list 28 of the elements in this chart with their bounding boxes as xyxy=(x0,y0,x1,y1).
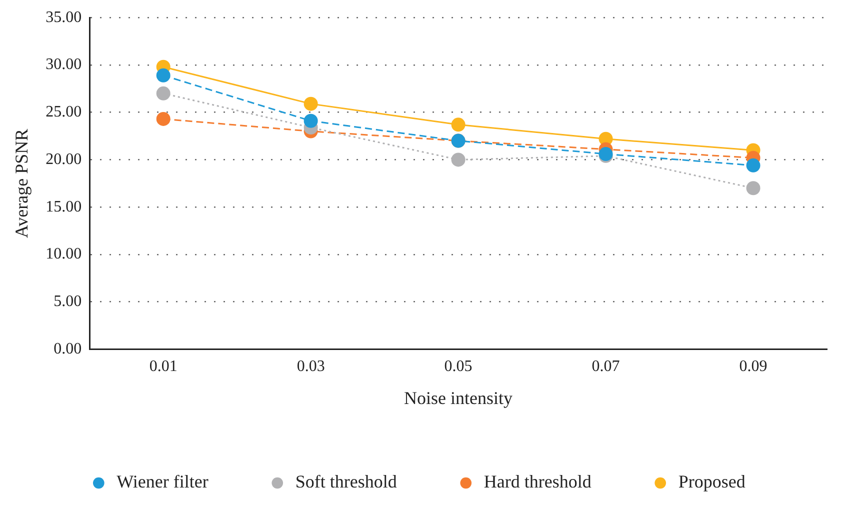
x-tick-label: 0.07 xyxy=(592,358,620,376)
x-tick-label: 0.09 xyxy=(739,358,768,376)
y-tick-label: 15.00 xyxy=(46,198,82,216)
point xyxy=(746,158,760,172)
legend-label: Wiener filter xyxy=(116,472,208,492)
point xyxy=(156,86,170,100)
point xyxy=(451,152,466,167)
x-axis-title: Noise intensity xyxy=(404,388,513,408)
y-axis-title: Average PSNR xyxy=(12,128,32,238)
x-tick-label: 0.05 xyxy=(444,358,472,376)
y-tick-label: 5.00 xyxy=(54,293,82,310)
y-tick-label: 20.00 xyxy=(46,150,82,168)
y-tick-label: 25.00 xyxy=(46,104,82,121)
y-tick-label: 0.00 xyxy=(54,340,82,358)
point xyxy=(451,118,466,132)
x-tick-label: 0.01 xyxy=(149,358,178,376)
y-tick-label: 35.00 xyxy=(46,8,82,26)
point xyxy=(156,112,170,126)
legend-label: Proposed xyxy=(678,472,746,492)
y-tick-label: 30.00 xyxy=(46,56,82,74)
x-tick-label: 0.03 xyxy=(296,358,325,376)
point xyxy=(746,181,760,196)
point xyxy=(304,114,318,128)
legend-label: Hard threshold xyxy=(484,472,592,492)
legend-label: Soft threshold xyxy=(295,472,397,492)
point xyxy=(304,96,318,111)
y-tick-label: 10.00 xyxy=(46,246,82,263)
point xyxy=(156,68,170,82)
